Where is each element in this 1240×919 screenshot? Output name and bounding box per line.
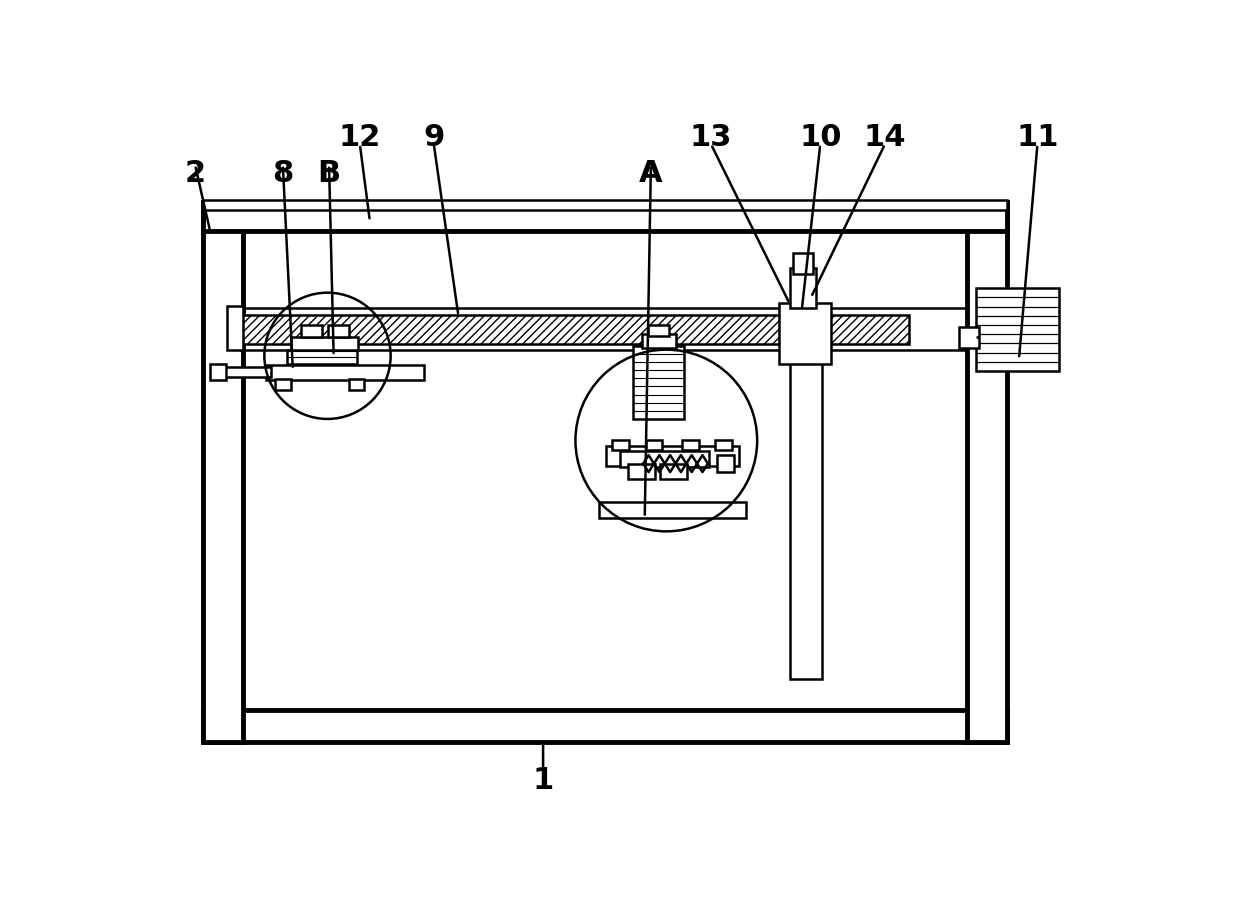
Bar xyxy=(300,325,322,338)
Bar xyxy=(239,315,909,345)
Text: A: A xyxy=(639,159,662,187)
Bar xyxy=(967,204,1007,743)
Bar xyxy=(203,201,1007,210)
Bar xyxy=(660,464,687,480)
Bar xyxy=(211,364,226,381)
Bar xyxy=(790,341,822,679)
Bar xyxy=(613,440,630,450)
Bar xyxy=(203,202,1007,232)
Bar xyxy=(627,464,655,480)
Bar xyxy=(203,710,1007,743)
Bar xyxy=(620,451,708,468)
Bar xyxy=(646,440,662,450)
Bar xyxy=(790,268,816,309)
Text: 11: 11 xyxy=(1017,123,1059,152)
Bar xyxy=(634,346,684,419)
Bar xyxy=(350,380,365,391)
Bar xyxy=(265,366,424,381)
Text: 10: 10 xyxy=(799,123,842,152)
Text: 8: 8 xyxy=(273,159,294,187)
Bar xyxy=(779,304,831,364)
Bar xyxy=(599,503,746,518)
Bar xyxy=(959,327,978,348)
Bar xyxy=(792,254,812,275)
Bar xyxy=(606,447,739,467)
Text: 12: 12 xyxy=(339,123,381,152)
Bar xyxy=(203,204,243,743)
Text: 13: 13 xyxy=(689,123,732,152)
Bar xyxy=(641,335,676,348)
Bar xyxy=(647,325,670,336)
Text: 14: 14 xyxy=(864,123,906,152)
Text: 9: 9 xyxy=(423,123,444,152)
Bar xyxy=(327,325,350,338)
Text: 1: 1 xyxy=(532,765,554,794)
Bar xyxy=(275,380,290,391)
Text: 2: 2 xyxy=(185,159,206,187)
Bar xyxy=(714,440,732,450)
Bar xyxy=(227,306,243,351)
Bar xyxy=(682,440,698,450)
Bar xyxy=(290,337,358,351)
Bar xyxy=(976,289,1059,372)
Text: B: B xyxy=(317,159,341,187)
Bar xyxy=(215,368,270,377)
Bar xyxy=(288,350,357,364)
Bar xyxy=(717,456,734,472)
